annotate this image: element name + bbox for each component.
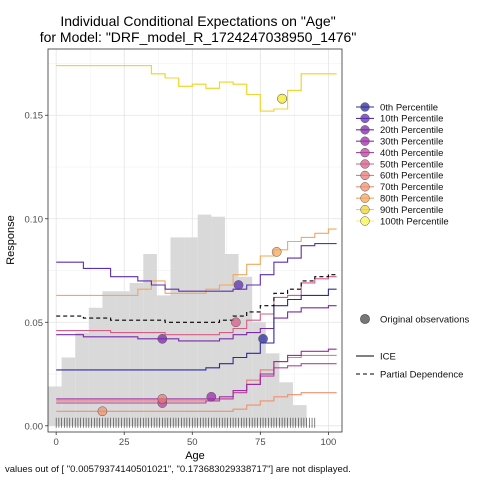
ice-lines xyxy=(56,65,337,412)
legend-label: 50th Percentile xyxy=(380,159,443,170)
ice-line-90th-percentile xyxy=(56,65,337,112)
y-tick-label: 0.00 xyxy=(25,421,44,432)
partial-dependence-path xyxy=(56,274,337,323)
plot-border xyxy=(47,48,343,433)
legend-observations-label: Original observations xyxy=(380,314,469,325)
histogram-bar xyxy=(170,237,185,426)
y-tick-label: 0.10 xyxy=(25,214,44,225)
legend-observations-key xyxy=(360,314,370,324)
legend-label: 90th Percentile xyxy=(380,205,443,216)
ice-line-20th-percentile xyxy=(56,305,337,342)
observation-point xyxy=(258,333,268,344)
chart-title: Individual Conditional Expectations on "… xyxy=(60,13,335,29)
legend-key-point xyxy=(360,159,370,169)
ice-line-30th-percentile xyxy=(56,348,337,400)
legend-key-point xyxy=(360,193,370,203)
histogram-bar xyxy=(197,214,212,426)
histogram-bar xyxy=(224,253,239,426)
histogram-bar xyxy=(48,386,62,426)
y-tick-label: 0.15 xyxy=(25,111,44,122)
observation-point xyxy=(97,406,108,417)
histogram-bar xyxy=(143,253,157,426)
legend-label: 0th Percentile xyxy=(380,102,438,113)
ice-line-10th-percentile xyxy=(56,243,337,292)
y-axis-label: Response xyxy=(5,215,17,265)
x-axis-label: Age xyxy=(185,450,205,462)
ice-line-70th-percentile xyxy=(56,392,337,412)
legend-label: 60th Percentile xyxy=(380,171,443,182)
legend-key-point xyxy=(360,102,370,112)
x-tick-label: 0 xyxy=(54,437,59,448)
histogram-bar xyxy=(129,282,144,426)
ice-line-80th-percentile xyxy=(56,228,337,296)
legend-key-point xyxy=(360,204,370,215)
histogram-bar xyxy=(102,291,117,426)
ice-line-0th-percentile xyxy=(56,288,337,371)
legend-key-point xyxy=(360,113,370,124)
legend-label: 30th Percentile xyxy=(380,137,443,148)
observation-point xyxy=(230,317,241,328)
x-tick-label: 75 xyxy=(255,437,266,448)
observation-point xyxy=(157,333,168,344)
histogram-bar xyxy=(238,276,253,426)
legend-key-point xyxy=(360,125,370,135)
legend-key-point xyxy=(360,170,370,181)
histogram-bar xyxy=(211,216,225,426)
rug-marks xyxy=(55,417,316,428)
legend-key-point xyxy=(360,182,370,192)
x-tick-label: 25 xyxy=(119,437,130,448)
histogram-bar xyxy=(252,322,266,426)
legend-key-point xyxy=(360,136,370,146)
observation-point xyxy=(277,93,287,104)
histogram-bar xyxy=(156,295,171,426)
partial-dependence-line xyxy=(56,274,337,323)
legend-label: 20th Percentile xyxy=(380,125,443,136)
legend-label: 10th Percentile xyxy=(380,114,443,125)
footnote: values out of [ "0.00579374140501021", "… xyxy=(5,464,351,475)
legend-pd-label: Partial Dependence xyxy=(380,369,463,380)
y-axis-ticks: 0.00 0.05 0.10 0.15 xyxy=(25,111,48,432)
observation-point xyxy=(206,391,217,402)
legend-label: 40th Percentile xyxy=(380,148,443,159)
observation-points xyxy=(97,93,287,417)
legend-key-point xyxy=(360,147,370,158)
observation-point xyxy=(157,394,168,404)
ice-line-50th-percentile xyxy=(56,276,337,336)
histogram-bar xyxy=(184,237,198,426)
legend-ice-label: ICE xyxy=(380,351,396,362)
histogram-bar xyxy=(279,382,293,426)
histogram-bar xyxy=(61,357,76,426)
histogram-bar xyxy=(265,353,280,426)
histogram-bar xyxy=(293,405,307,426)
legend-label: 100th Percentile xyxy=(380,216,449,227)
observation-point xyxy=(233,280,244,290)
legend-label: 80th Percentile xyxy=(380,194,443,205)
x-tick-label: 50 xyxy=(187,437,198,448)
x-axis-ticks: 0 25 50 75 100 xyxy=(54,432,336,448)
legend-label: 70th Percentile xyxy=(380,182,443,193)
legend-key-point xyxy=(360,216,370,226)
histogram-bar xyxy=(116,291,130,426)
y-tick-label: 0.05 xyxy=(25,318,44,329)
chart-subtitle: for Model: "DRF_model_R_1724247038950_14… xyxy=(40,29,357,45)
observation-point xyxy=(271,247,282,257)
x-tick-label: 100 xyxy=(320,437,336,448)
